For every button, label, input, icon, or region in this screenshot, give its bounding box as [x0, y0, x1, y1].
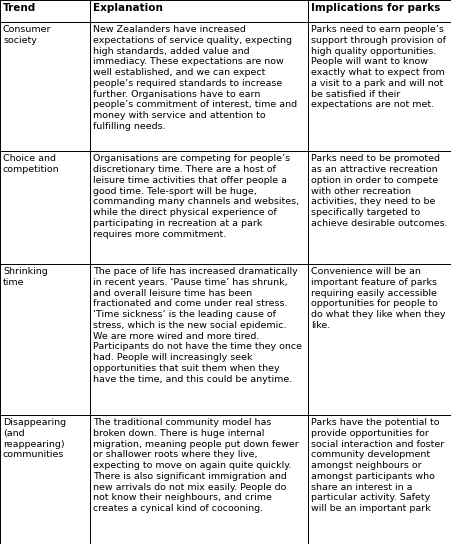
Bar — [90, 0, 307, 22]
Bar — [90, 415, 307, 544]
Bar — [0, 22, 90, 151]
Bar — [0, 264, 90, 415]
Bar — [307, 264, 451, 415]
Text: Convenience will be an
important feature of parks
requiring easily accessible
op: Convenience will be an important feature… — [310, 267, 445, 330]
Bar — [307, 22, 451, 151]
Text: Parks need to be promoted
as an attractive recreation
option in order to compete: Parks need to be promoted as an attracti… — [310, 154, 446, 228]
Text: Choice and
competition: Choice and competition — [3, 154, 60, 174]
Bar — [90, 264, 307, 415]
Text: The traditional community model has
broken down. There is huge internal
migratio: The traditional community model has brok… — [93, 418, 298, 513]
Bar — [307, 0, 451, 22]
Bar — [0, 415, 90, 544]
Bar — [90, 151, 307, 264]
Bar — [0, 0, 90, 22]
Text: Shrinking
time: Shrinking time — [3, 267, 48, 287]
Text: Parks have the potential to
provide opportunities for
social interaction and fos: Parks have the potential to provide oppo… — [310, 418, 443, 513]
Bar — [307, 151, 451, 264]
Text: Trend: Trend — [3, 3, 36, 13]
Text: Explanation: Explanation — [93, 3, 162, 13]
Text: Consumer
society: Consumer society — [3, 25, 51, 45]
Bar — [90, 22, 307, 151]
Bar — [0, 151, 90, 264]
Text: Parks need to earn people’s
support through provision of
high quality opportunit: Parks need to earn people’s support thro… — [310, 25, 445, 109]
Text: Implications for parks: Implications for parks — [310, 3, 439, 13]
Bar — [307, 415, 451, 544]
Text: Organisations are competing for people’s
discretionary time. There are a host of: Organisations are competing for people’s… — [93, 154, 299, 239]
Text: The pace of life has increased dramatically
in recent years. ‘Pause time’ has sh: The pace of life has increased dramatica… — [93, 267, 301, 384]
Text: Disappearing
(and
reappearing)
communities: Disappearing (and reappearing) communiti… — [3, 418, 66, 459]
Text: New Zealanders have increased
expectations of service quality, expecting
high st: New Zealanders have increased expectatio… — [93, 25, 296, 131]
